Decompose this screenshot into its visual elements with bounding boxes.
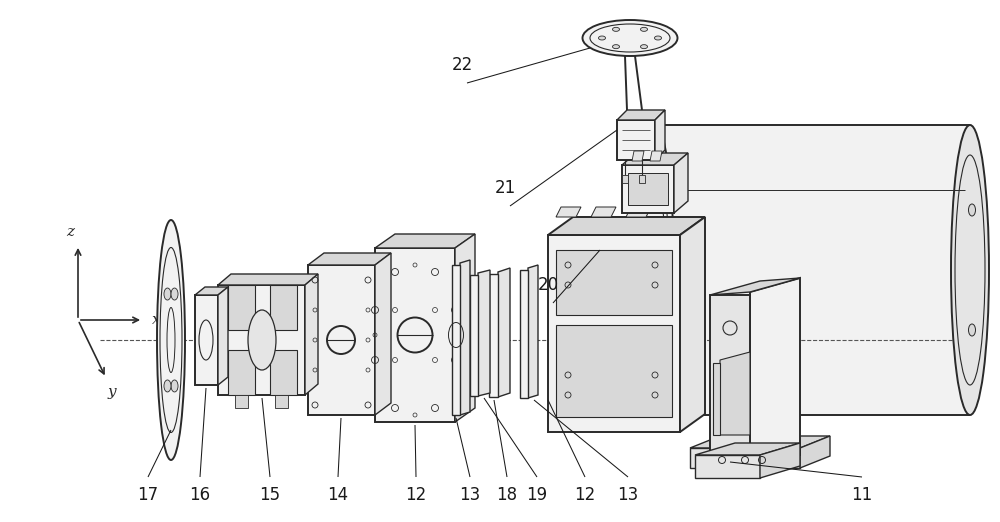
Ellipse shape — [582, 20, 678, 56]
Polygon shape — [617, 110, 665, 120]
Ellipse shape — [652, 345, 658, 355]
Ellipse shape — [951, 125, 989, 415]
Polygon shape — [556, 207, 581, 217]
Polygon shape — [520, 270, 528, 398]
Text: 12: 12 — [574, 486, 596, 504]
Polygon shape — [710, 295, 750, 455]
Text: y: y — [108, 385, 116, 399]
Polygon shape — [460, 260, 470, 415]
Polygon shape — [628, 173, 668, 205]
Ellipse shape — [612, 45, 620, 49]
Polygon shape — [452, 265, 460, 415]
Text: x: x — [152, 313, 160, 327]
Text: 21: 21 — [494, 179, 516, 197]
Polygon shape — [622, 153, 688, 165]
Polygon shape — [617, 120, 655, 160]
Ellipse shape — [164, 288, 171, 300]
Polygon shape — [690, 448, 800, 468]
Polygon shape — [308, 265, 375, 415]
Text: 11: 11 — [851, 486, 873, 504]
Ellipse shape — [654, 36, 662, 40]
Polygon shape — [632, 151, 644, 161]
Polygon shape — [308, 253, 391, 265]
Polygon shape — [470, 275, 478, 396]
Polygon shape — [548, 235, 680, 432]
Ellipse shape — [636, 125, 674, 415]
Ellipse shape — [598, 36, 606, 40]
Text: z: z — [66, 225, 74, 239]
Ellipse shape — [968, 324, 976, 336]
Polygon shape — [626, 207, 651, 217]
Polygon shape — [591, 207, 616, 217]
Polygon shape — [655, 110, 665, 160]
Polygon shape — [650, 151, 662, 161]
Ellipse shape — [248, 310, 276, 370]
Polygon shape — [548, 217, 705, 235]
Text: 17: 17 — [137, 486, 159, 504]
Polygon shape — [305, 274, 318, 395]
Polygon shape — [195, 295, 218, 385]
Text: 13: 13 — [617, 486, 639, 504]
Polygon shape — [695, 443, 800, 455]
Polygon shape — [498, 268, 510, 397]
Polygon shape — [710, 278, 800, 295]
Polygon shape — [750, 278, 800, 455]
Polygon shape — [655, 125, 970, 415]
Text: 16: 16 — [189, 486, 211, 504]
Text: 19: 19 — [526, 486, 548, 504]
Polygon shape — [720, 296, 795, 310]
Polygon shape — [270, 285, 297, 330]
Polygon shape — [489, 274, 498, 397]
Ellipse shape — [968, 204, 976, 216]
Polygon shape — [218, 274, 318, 285]
Polygon shape — [375, 234, 475, 248]
Ellipse shape — [171, 380, 178, 392]
Polygon shape — [622, 165, 674, 213]
Text: 14: 14 — [327, 486, 349, 504]
Text: 20: 20 — [537, 276, 559, 294]
Polygon shape — [228, 350, 255, 395]
Text: 22: 22 — [451, 56, 473, 74]
Ellipse shape — [652, 265, 658, 275]
Ellipse shape — [157, 220, 185, 460]
Bar — [639, 175, 645, 183]
Polygon shape — [478, 270, 490, 396]
Polygon shape — [695, 455, 760, 478]
Polygon shape — [680, 217, 705, 432]
Text: 13: 13 — [459, 486, 481, 504]
Text: 12: 12 — [405, 486, 427, 504]
Polygon shape — [218, 285, 305, 395]
Polygon shape — [375, 253, 391, 415]
Polygon shape — [218, 287, 228, 385]
Text: 15: 15 — [259, 486, 281, 504]
Polygon shape — [556, 325, 672, 417]
Polygon shape — [235, 395, 248, 408]
Polygon shape — [275, 395, 288, 408]
Polygon shape — [528, 265, 538, 398]
Ellipse shape — [652, 185, 658, 195]
Polygon shape — [270, 350, 297, 395]
Polygon shape — [556, 250, 672, 315]
Polygon shape — [760, 443, 800, 478]
Ellipse shape — [640, 27, 648, 31]
Polygon shape — [713, 363, 720, 435]
Polygon shape — [228, 285, 255, 330]
Ellipse shape — [164, 380, 171, 392]
Polygon shape — [755, 296, 795, 457]
Text: 18: 18 — [496, 486, 518, 504]
Ellipse shape — [640, 45, 648, 49]
Polygon shape — [720, 352, 750, 435]
Polygon shape — [800, 436, 830, 468]
Polygon shape — [455, 234, 475, 422]
Polygon shape — [375, 248, 455, 422]
Bar — [622, 175, 628, 183]
Ellipse shape — [171, 288, 178, 300]
Ellipse shape — [612, 27, 620, 31]
Polygon shape — [720, 310, 755, 458]
Polygon shape — [690, 436, 830, 448]
Polygon shape — [195, 287, 228, 295]
Polygon shape — [674, 153, 688, 213]
